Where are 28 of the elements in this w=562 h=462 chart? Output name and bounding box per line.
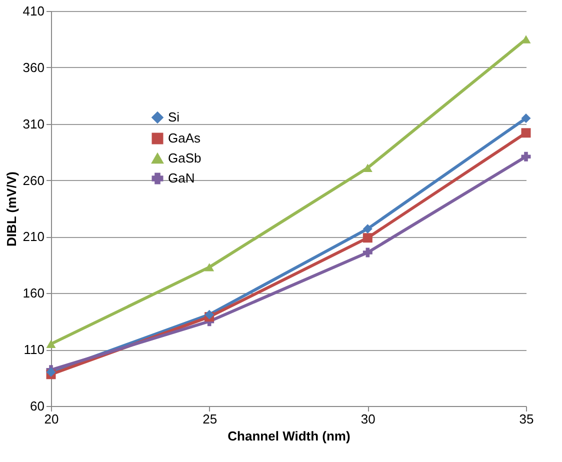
- y-axis-title: DIBL (mV/V): [4, 172, 19, 246]
- x-tick-label: 20: [44, 412, 59, 426]
- x-axis-title: Channel Width (nm): [228, 428, 350, 444]
- point: [46, 340, 56, 348]
- point: [362, 164, 372, 172]
- point: [362, 224, 372, 234]
- point: [521, 152, 531, 162]
- point: [204, 263, 214, 272]
- y-tick-label: 110: [24, 342, 44, 358]
- legend-label: GaN: [168, 170, 195, 186]
- legend-label: Si: [168, 110, 180, 124]
- point: [521, 113, 531, 123]
- point: [362, 248, 372, 258]
- y-tick-label: 360: [22, 60, 44, 75]
- y-tick-label: 260: [22, 172, 44, 188]
- y-tick-label: 210: [22, 229, 44, 244]
- x-tick-label: 35: [519, 412, 534, 426]
- x-tick-label: 30: [360, 412, 376, 426]
- legend-label: GaSb: [168, 150, 202, 166]
- point: [204, 310, 214, 320]
- legend-label: GaAs: [168, 130, 202, 146]
- y-tick-label: 310: [22, 116, 44, 132]
- point: [521, 128, 531, 138]
- y-tick-label: 410: [22, 4, 44, 18]
- y-tick-label: 60: [30, 398, 44, 414]
- point: [362, 233, 372, 243]
- x-tick-label: 25: [202, 412, 218, 426]
- y-tick-label: 160: [22, 286, 44, 301]
